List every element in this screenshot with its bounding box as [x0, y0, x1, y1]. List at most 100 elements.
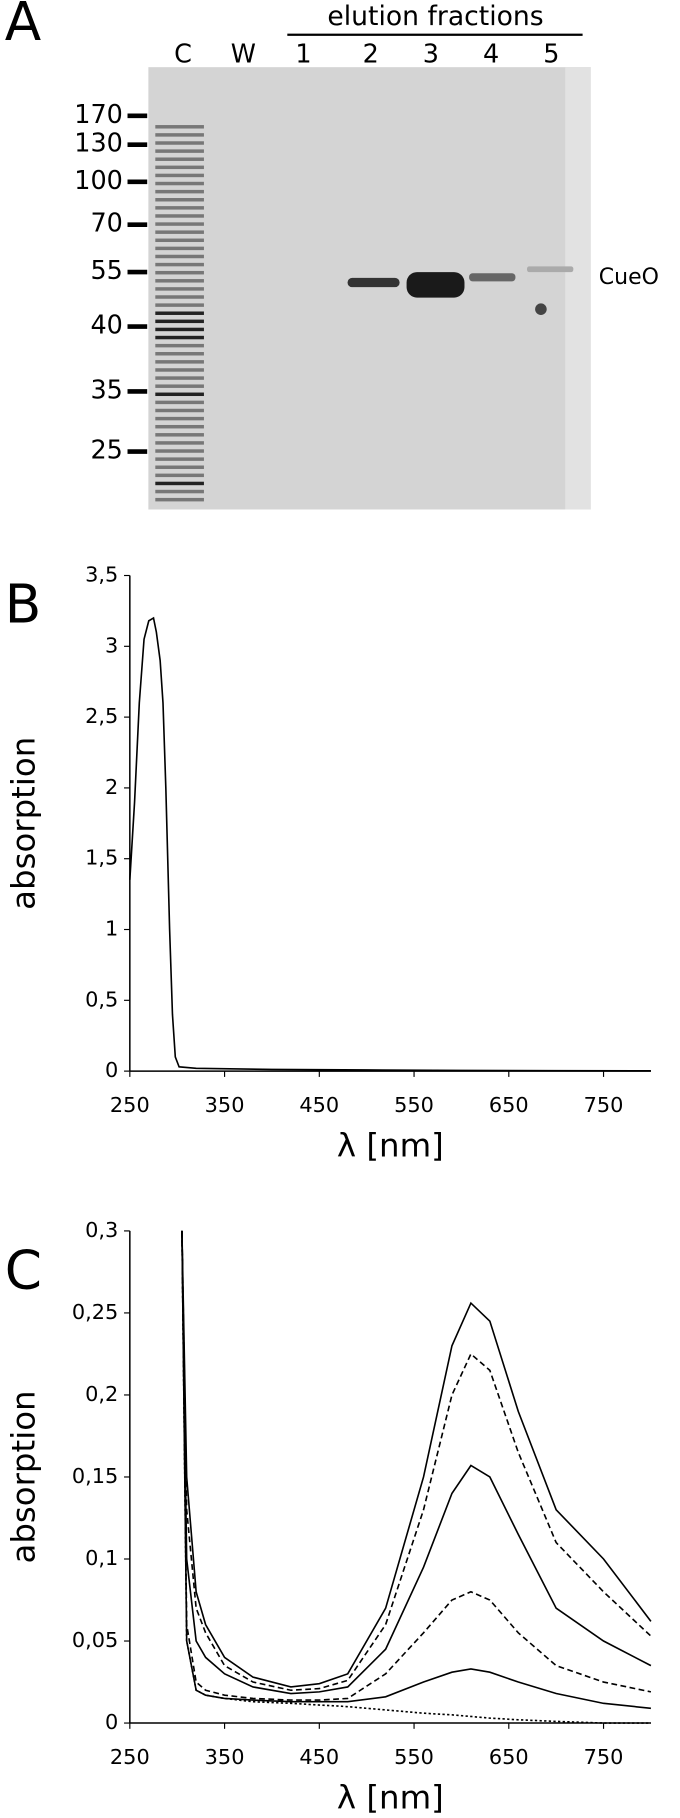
- y-tick-label: 0,3: [85, 1218, 118, 1242]
- ladder-band: [155, 327, 204, 332]
- band: [406, 272, 465, 298]
- x-tick-label: 250: [110, 1745, 150, 1769]
- lane-label: 4: [483, 40, 499, 70]
- ladder-band: [155, 173, 204, 178]
- lane-label: C: [174, 40, 192, 70]
- y-tick-label: 0,1: [85, 1546, 118, 1570]
- band: [347, 277, 400, 288]
- ladder-band: [155, 287, 204, 291]
- lane-label: 3: [423, 40, 439, 70]
- ladder-band: [155, 181, 204, 186]
- y-tick-label: 1: [105, 917, 118, 941]
- ladder-band: [155, 149, 204, 153]
- panel-label: A: [5, 0, 41, 53]
- ladder-band: [155, 238, 204, 243]
- band: [527, 266, 574, 273]
- marker-label: 35: [90, 375, 122, 405]
- band-label: CueO: [599, 265, 659, 290]
- y-tick-label: 0,05: [72, 1628, 118, 1652]
- y-tick-label: 1,5: [85, 846, 118, 870]
- x-tick-label: 250: [110, 1093, 150, 1117]
- y-tick-label: 0,15: [72, 1464, 118, 1488]
- lane-label: W: [231, 40, 256, 70]
- marker-label: 170: [74, 100, 123, 130]
- ladder-band: [155, 230, 204, 234]
- ladder-band: [155, 360, 204, 364]
- speck: [535, 303, 547, 315]
- band: [469, 273, 516, 282]
- ladder-band: [155, 198, 204, 202]
- ladder-band: [155, 279, 204, 283]
- y-tick-label: 3,5: [85, 563, 118, 587]
- ladder-band: [155, 433, 204, 437]
- ladder-band: [155, 311, 204, 315]
- y-tick-label: 0,2: [85, 1382, 118, 1406]
- marker-label: 25: [90, 436, 122, 466]
- ladder-band: [155, 465, 204, 469]
- x-tick-label: 750: [584, 1745, 624, 1769]
- ladder-band: [155, 303, 204, 307]
- ladder-band: [155, 441, 204, 445]
- ladder-band: [155, 392, 204, 397]
- gel-header: elution fractions: [327, 1, 543, 32]
- y-axis-label: absorption: [5, 737, 43, 910]
- lane-label: 2: [363, 40, 379, 70]
- ladder-band: [155, 335, 204, 340]
- ladder-band: [155, 141, 204, 145]
- ladder-band: [155, 343, 204, 348]
- x-tick-label: 550: [394, 1745, 434, 1769]
- ladder-band: [155, 400, 204, 405]
- ladder-band: [155, 246, 204, 251]
- lane-label: 1: [295, 40, 311, 70]
- line-series: [181, 1230, 652, 1695]
- ladder-band: [155, 222, 204, 226]
- y-tick-label: 0,25: [72, 1300, 118, 1324]
- line-series: [181, 1230, 652, 1701]
- line-series: [181, 1230, 652, 1692]
- ladder-band: [155, 368, 204, 372]
- x-tick-label: 650: [489, 1745, 529, 1769]
- x-tick-label: 350: [205, 1093, 245, 1117]
- x-tick-label: 350: [205, 1745, 245, 1769]
- marker-label: 70: [90, 209, 122, 239]
- ladder-band: [155, 133, 204, 137]
- y-tick-label: 3: [105, 633, 118, 657]
- y-axis-label: absorption: [5, 1390, 43, 1563]
- ladder-band: [155, 214, 204, 218]
- ladder-band: [155, 189, 204, 194]
- ladder-band: [155, 125, 204, 129]
- y-tick-label: 2,5: [85, 704, 118, 728]
- ladder-band: [155, 384, 204, 388]
- y-tick-label: 0: [105, 1058, 118, 1082]
- y-tick-label: 0,5: [85, 987, 118, 1011]
- ladder-band: [155, 376, 204, 380]
- ladder-band: [155, 489, 204, 494]
- marker-label: 55: [90, 256, 122, 286]
- ladder-band: [155, 157, 204, 161]
- ladder-band: [155, 424, 204, 429]
- ladder-band: [155, 206, 204, 210]
- ladder-band: [155, 352, 204, 356]
- gel: [148, 67, 591, 510]
- ladder-band: [155, 270, 204, 275]
- x-tick-label: 650: [489, 1093, 529, 1117]
- ladder-band: [155, 165, 204, 170]
- x-axis-label: λ [nm]: [337, 1127, 444, 1165]
- marker-label: 130: [74, 129, 123, 159]
- gel-edge: [565, 67, 591, 510]
- line-series: [181, 1230, 651, 1724]
- y-tick-label: 0: [105, 1710, 118, 1734]
- x-tick-label: 450: [299, 1093, 339, 1117]
- ladder-band: [155, 254, 204, 259]
- line-series: [181, 1230, 651, 1710]
- x-tick-label: 550: [394, 1093, 434, 1117]
- ladder-band: [155, 497, 204, 502]
- x-tick-label: 450: [299, 1745, 339, 1769]
- x-tick-label: 750: [584, 1093, 624, 1117]
- ladder-band: [155, 262, 204, 267]
- x-axis-label: λ [nm]: [337, 1778, 444, 1816]
- ladder-band: [155, 481, 204, 486]
- line-series: [181, 1230, 652, 1688]
